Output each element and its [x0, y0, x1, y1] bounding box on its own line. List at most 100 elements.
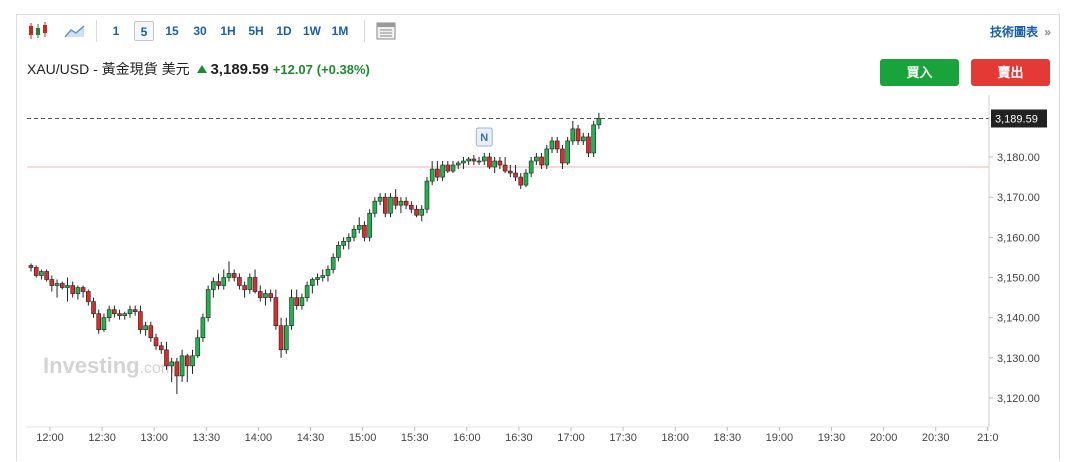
interval-15m-button[interactable]: 15: [165, 24, 179, 38]
candle-body: [398, 200, 404, 206]
candle-body: [294, 297, 300, 306]
candle-body: [242, 285, 247, 290]
table-icon[interactable]: [374, 21, 398, 41]
candlestick-icon[interactable]: [26, 21, 50, 41]
candle-body: [554, 140, 560, 150]
candle: [377, 193, 383, 206]
candle-body: [450, 164, 456, 172]
interval-1m-button[interactable]: 1: [112, 24, 120, 38]
watermark-suffix: .com: [140, 360, 175, 377]
candle-body: [153, 337, 159, 347]
price-change: +12.07: [272, 62, 313, 77]
toolbar-divider: [364, 20, 365, 42]
candle: [539, 152, 544, 170]
candle: [575, 124, 581, 145]
price-chart[interactable]: Investing.com N 3,120.00 3,130.00 3,140.00…: [17, 15, 1061, 462]
candle-body: [54, 283, 60, 286]
area-chart-icon[interactable]: [63, 21, 87, 41]
candle: [419, 205, 425, 222]
candle-body: [231, 273, 237, 278]
axes-layer: 3,120.00 3,130.00 3,140.00 3,150.00 3,160.00…: [27, 95, 1047, 444]
interval-5h-button[interactable]: 5H: [248, 24, 264, 38]
candle: [445, 161, 451, 174]
candle-body: [388, 196, 393, 214]
candle-body: [237, 277, 242, 286]
candle: [596, 112, 602, 129]
candle: [216, 273, 221, 290]
candle-body: [216, 281, 221, 286]
candle-body: [211, 281, 216, 290]
interval-1h-button[interactable]: 1H: [220, 24, 236, 38]
candle: [429, 161, 435, 186]
candle-body: [528, 160, 534, 174]
candle: [310, 277, 315, 294]
y-tick-label: 3,160.00: [997, 232, 1040, 244]
candle-body: [362, 224, 367, 238]
candle: [33, 265, 39, 278]
candle-body: [435, 168, 440, 178]
candle: [106, 305, 112, 322]
candle-body: [70, 285, 75, 294]
candle-body: [502, 164, 508, 172]
candle-body: [534, 156, 539, 162]
candle-body: [200, 317, 206, 339]
candle: [257, 285, 263, 302]
candle-body: [304, 285, 310, 298]
candle-body: [44, 271, 49, 280]
candle: [273, 289, 279, 330]
candle: [153, 333, 159, 350]
candle: [382, 193, 388, 218]
candle: [278, 317, 284, 358]
candle: [174, 357, 180, 394]
candle-body: [487, 156, 492, 168]
candle-body: [80, 287, 86, 292]
x-tick-label: 12:30: [88, 432, 116, 444]
candle: [330, 253, 336, 274]
candle: [299, 293, 305, 310]
candle-body: [356, 224, 362, 230]
candle: [565, 136, 570, 166]
interval-30m-button[interactable]: 30: [193, 24, 207, 38]
news-marker-label: N: [480, 132, 488, 144]
candle-body: [174, 361, 180, 377]
y-tick-label: 3,130.00: [997, 353, 1040, 365]
candle: [132, 305, 138, 316]
candle-body: [315, 277, 320, 280]
candle: [127, 305, 133, 318]
candle: [476, 157, 482, 166]
x-tick-label: 19:00: [766, 432, 794, 444]
candle: [252, 269, 258, 294]
candle-body: [127, 309, 133, 314]
interval-1mo-button[interactable]: 1M: [331, 24, 349, 38]
interval-1w-button[interactable]: 1W: [303, 24, 321, 38]
candle: [268, 289, 273, 302]
candle-body: [96, 313, 102, 331]
watermark-brand: Investing: [43, 353, 140, 378]
candle: [513, 165, 518, 182]
candle-body: [497, 160, 503, 166]
interval-5m-button[interactable]: 5: [134, 21, 154, 41]
candle-body: [143, 325, 148, 331]
candle-body: [591, 124, 596, 154]
candle: [497, 157, 503, 170]
candle: [54, 279, 60, 298]
candle-body: [544, 148, 550, 166]
x-tick-label: 13:30: [193, 432, 221, 444]
buy-button[interactable]: 買入: [880, 59, 959, 86]
candle: [367, 209, 372, 242]
candle: [96, 309, 102, 334]
candle: [393, 189, 399, 210]
candle-body: [226, 273, 232, 278]
interval-1d-button[interactable]: 1D: [276, 24, 292, 38]
candle: [70, 281, 75, 298]
technical-chart-link[interactable]: 技術圖表 »: [990, 23, 1051, 40]
candle: [320, 269, 326, 282]
candle: [28, 263, 34, 272]
candle-body: [65, 285, 70, 288]
sell-button[interactable]: 賣出: [971, 59, 1050, 86]
candle-body: [101, 317, 107, 331]
candle-body: [414, 208, 419, 216]
candle: [65, 277, 70, 302]
x-tick-label: 18:30: [714, 432, 742, 444]
candle-body: [320, 275, 326, 278]
